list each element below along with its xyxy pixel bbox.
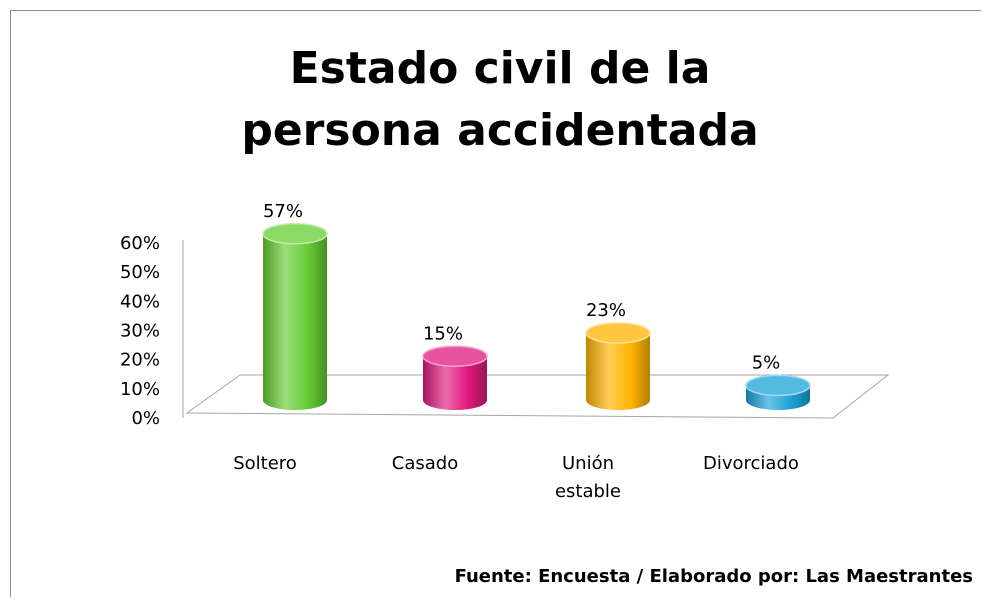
x-tick-label: Divorciado (703, 453, 799, 474)
y-tick-label: 10% (120, 379, 160, 400)
source-note: Fuente: Encuesta / Elaborado por: Las Ma… (454, 566, 973, 587)
value-label: 15% (423, 323, 463, 344)
x-tick-label: Casado (391, 453, 459, 474)
chart-title: Estado civil de la persona accidentada (241, 43, 759, 156)
chart-frame (10, 10, 981, 597)
bar-top (422, 345, 488, 367)
value-label: 5% (752, 352, 781, 373)
bar-top (262, 223, 328, 245)
floor (185, 374, 890, 419)
bar-top (585, 322, 651, 344)
y-tick-label: 40% (120, 291, 160, 312)
y-tick-label: 30% (120, 321, 160, 342)
x-tick-label: Unión estable (554, 453, 622, 502)
x-tick-label: Soltero (233, 453, 297, 474)
bar (586, 332, 650, 400)
y-tick-label: 60% (120, 233, 160, 254)
bar (263, 233, 327, 400)
y-tick-label: 20% (120, 350, 160, 371)
y-tick-label: 0% (131, 408, 160, 429)
value-label: 23% (586, 300, 626, 321)
y-tick-label: 50% (120, 262, 160, 283)
value-label: 57% (263, 201, 303, 222)
bar-top (745, 374, 811, 397)
